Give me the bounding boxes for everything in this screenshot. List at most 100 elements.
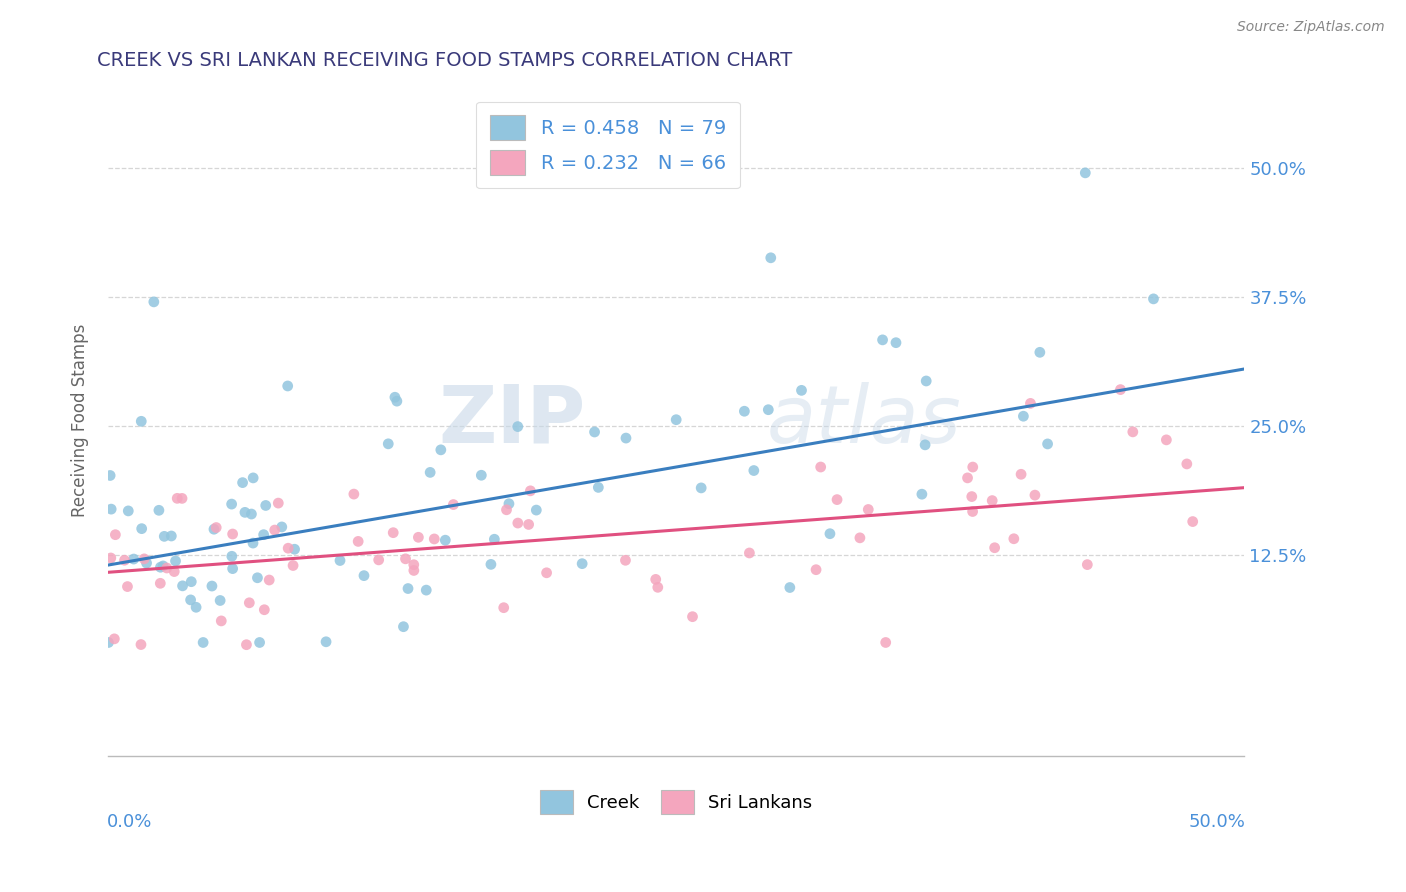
Point: [100, 551, 122, 566]
Point: [858, 502, 880, 516]
Point: [221, 527, 243, 541]
Point: [962, 504, 984, 518]
Point: [205, 520, 228, 534]
Point: [148, 503, 170, 517]
Point: [377, 437, 399, 451]
Point: [117, 504, 139, 518]
Point: [129, 638, 152, 652]
Point: [430, 442, 453, 457]
Point: [131, 522, 153, 536]
Point: [270, 520, 292, 534]
Point: [484, 533, 506, 547]
Point: [392, 620, 415, 634]
Point: [408, 530, 430, 544]
Point: [233, 505, 256, 519]
Point: [284, 542, 307, 557]
Point: [191, 635, 214, 649]
Point: [1142, 292, 1164, 306]
Text: 0.0%: 0.0%: [107, 813, 152, 831]
Point: [235, 638, 257, 652]
Point: [644, 573, 666, 587]
Point: [571, 557, 593, 571]
Point: [495, 503, 517, 517]
Point: [470, 468, 492, 483]
Point: [103, 632, 125, 646]
Point: [1019, 396, 1042, 410]
Point: [382, 525, 405, 540]
Point: [202, 522, 225, 536]
Point: [180, 593, 202, 607]
Point: [385, 394, 408, 409]
Point: [536, 566, 558, 580]
Point: [872, 333, 894, 347]
Point: [242, 471, 264, 485]
Point: [1024, 488, 1046, 502]
Point: [277, 541, 299, 556]
Point: [221, 497, 243, 511]
Point: [492, 600, 515, 615]
Point: [790, 384, 813, 398]
Point: [209, 593, 232, 607]
Point: [165, 554, 187, 568]
Point: [117, 580, 139, 594]
Point: [682, 609, 704, 624]
Point: [742, 464, 765, 478]
Point: [170, 491, 193, 506]
Point: [254, 499, 277, 513]
Point: [209, 614, 232, 628]
Point: [1036, 437, 1059, 451]
Point: [614, 431, 637, 445]
Point: [232, 475, 254, 490]
Point: [149, 560, 172, 574]
Point: [779, 581, 801, 595]
Point: [201, 579, 224, 593]
Point: [519, 483, 541, 498]
Point: [267, 496, 290, 510]
Point: [221, 561, 243, 575]
Point: [122, 552, 145, 566]
Point: [981, 493, 1004, 508]
Point: [911, 487, 934, 501]
Point: [263, 523, 285, 537]
Point: [960, 490, 983, 504]
Point: [825, 492, 848, 507]
Point: [149, 576, 172, 591]
Point: [1156, 433, 1178, 447]
Point: [353, 568, 375, 582]
Point: [914, 438, 936, 452]
Point: [396, 582, 419, 596]
Point: [441, 498, 464, 512]
Point: [315, 634, 337, 648]
Point: [249, 635, 271, 649]
Point: [402, 564, 425, 578]
Point: [253, 603, 276, 617]
Point: [1181, 515, 1204, 529]
Point: [134, 552, 156, 566]
Point: [156, 561, 179, 575]
Point: [1122, 425, 1144, 439]
Point: [506, 419, 529, 434]
Text: ZIP: ZIP: [439, 382, 585, 459]
Point: [160, 529, 183, 543]
Point: [804, 563, 827, 577]
Point: [818, 526, 841, 541]
Point: [415, 583, 437, 598]
Point: [875, 635, 897, 649]
Point: [614, 553, 637, 567]
Point: [1010, 467, 1032, 482]
Point: [153, 529, 176, 543]
Point: [281, 558, 304, 573]
Point: [166, 491, 188, 506]
Point: [738, 546, 761, 560]
Point: [983, 541, 1005, 555]
Point: [583, 425, 606, 439]
Point: [152, 558, 174, 573]
Point: [1076, 558, 1098, 572]
Point: [142, 294, 165, 309]
Point: [419, 466, 441, 480]
Point: [1175, 457, 1198, 471]
Point: [242, 536, 264, 550]
Point: [402, 558, 425, 572]
Point: [884, 335, 907, 350]
Point: [962, 460, 984, 475]
